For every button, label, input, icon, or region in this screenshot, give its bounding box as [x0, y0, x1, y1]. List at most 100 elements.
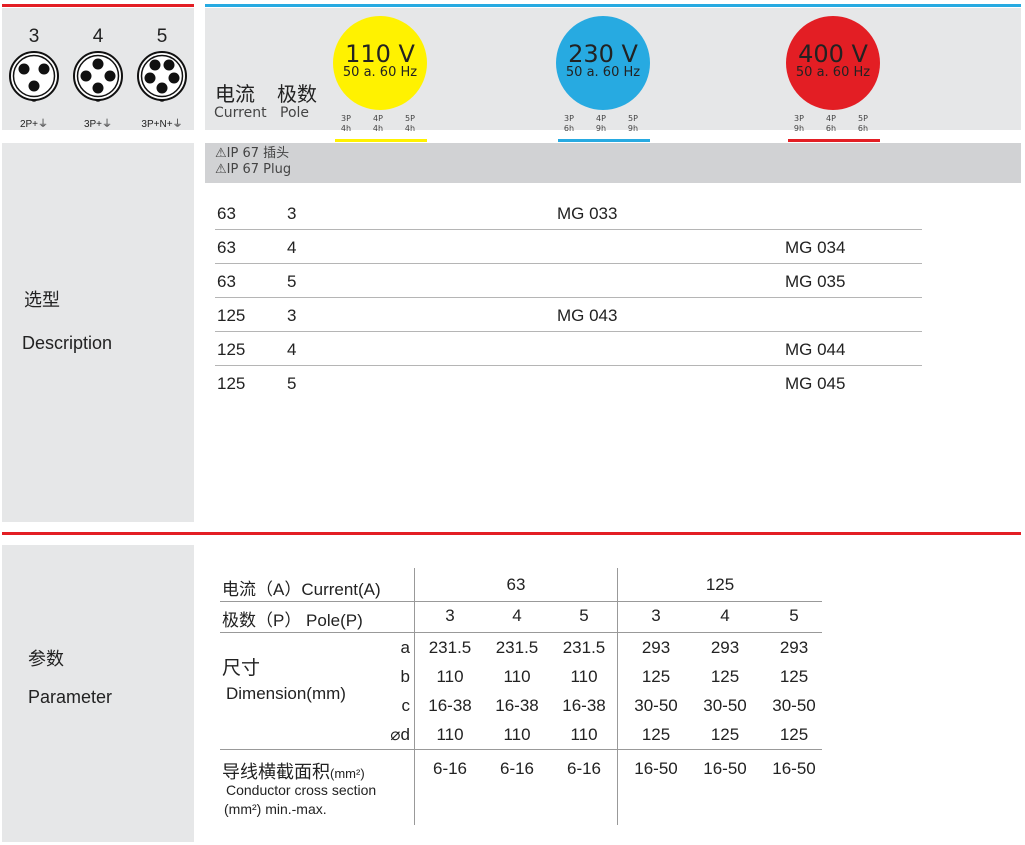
socket-face-icon — [132, 48, 192, 111]
dimension-value: 231.5 — [562, 638, 606, 657]
dimension-value: 16-38 — [562, 696, 606, 715]
ip67-banner: ⚠IP 67 插头 ⚠IP 67 Plug — [205, 143, 1021, 183]
conductor-value: 6-16 — [566, 759, 602, 778]
dimension-key: c — [401, 696, 411, 715]
pole-cell: 3 — [287, 204, 297, 223]
voltage-value: 400 V — [798, 40, 868, 68]
pole-hour-label: 5P 4h — [404, 114, 416, 133]
dimension-value: 110 — [503, 667, 531, 686]
voltage-color-bar — [335, 139, 427, 142]
pole-header: 4 — [512, 606, 522, 625]
table-row: 125 3 MG 043 — [215, 298, 922, 332]
socket-face-icon — [68, 48, 128, 111]
current-label-cn: 电流 — [215, 84, 255, 106]
pole-hour-label: 5P 6h — [857, 114, 869, 133]
dimension-value: 110 — [570, 725, 598, 744]
table-row: 63 4 MG 034 — [215, 230, 922, 264]
conductor-value: 16-50 — [634, 759, 678, 778]
dimension-value: 16-38 — [428, 696, 472, 715]
description-label-cn: 选型 — [24, 290, 60, 310]
dimension-value: 110 — [570, 667, 598, 686]
socket-number: 3 — [28, 26, 40, 47]
conductor-value: 6-16 — [432, 759, 468, 778]
pole-hour-label: 5P 9h — [627, 114, 639, 133]
pole-header: 3 — [651, 606, 661, 625]
dimension-value: 30-50 — [634, 696, 678, 715]
frequency-value: 50 a. 60 Hz — [565, 65, 641, 80]
pole-header: 5 — [789, 606, 799, 625]
model-400v-cell: MG 044 — [785, 340, 846, 359]
dimension-value: 125 — [710, 725, 740, 744]
pole-header: 5 — [579, 606, 589, 625]
current-row-label: 电流（A）Current(A) — [222, 580, 381, 599]
conductor-value: 16-50 — [772, 759, 816, 778]
current-63-header: 63 — [506, 575, 526, 594]
pole-hour-label: 3P 6h — [563, 114, 575, 133]
conductor-unit-en: (mm²) min.-max. — [224, 801, 327, 817]
current-125-header: 125 — [705, 575, 735, 594]
dimension-value: 125 — [779, 725, 809, 744]
model-400v-cell: MG 045 — [785, 374, 846, 393]
model-230v-cell: MG 043 — [557, 306, 618, 325]
current-cell: 125 — [217, 374, 246, 393]
pole-header: 3 — [445, 606, 455, 625]
pole-hour-label: 3P 9h — [793, 114, 805, 133]
pole-hour-label: 4P 4h — [372, 114, 384, 133]
voltage-badge-110v: 110 V 50 a. 60 Hz — [333, 16, 427, 110]
dimension-key: ⌀d — [390, 725, 410, 744]
current-cell: 125 — [217, 306, 246, 325]
current-cell: 63 — [217, 204, 236, 223]
pole-header: 4 — [720, 606, 730, 625]
voltage-color-bar — [558, 139, 650, 142]
warning-icon: ⚠ — [215, 146, 227, 161]
pole-hour-label: 4P 6h — [825, 114, 837, 133]
current-cell: 125 — [217, 340, 246, 359]
dimension-key: a — [400, 638, 410, 657]
current-label-en: Current — [214, 105, 267, 121]
table-row: 125 5 MG 045 — [215, 366, 922, 400]
conductor-label-en: Conductor cross section — [226, 782, 377, 798]
voltage-header: 电流 Current 极数 Pole 110 V 50 a. 60 Hz 3P 4h 4… — [205, 8, 1021, 133]
pole-cell: 4 — [287, 340, 297, 359]
socket-number: 4 — [92, 26, 104, 47]
dimension-value: 231.5 — [428, 638, 472, 657]
dimension-value: 125 — [641, 667, 671, 686]
conductor-label-cn: 导线横截面积(mm²) — [222, 762, 365, 782]
dimension-value: 125 — [779, 667, 809, 686]
socket-label: 2P+⏚ — [19, 119, 49, 130]
socket-5-pin: 5 3P+N+⏚ — [132, 26, 192, 130]
dimension-label-cn: 尺寸 — [222, 658, 261, 679]
model-230v-cell: MG 033 — [557, 204, 618, 223]
pole-label-en: Pole — [280, 105, 310, 121]
voltage-value: 110 V — [345, 40, 415, 68]
socket-face-icon — [4, 48, 64, 111]
voltage-color-bar — [788, 139, 880, 142]
frequency-value: 50 a. 60 Hz — [795, 65, 871, 80]
model-400v-cell: MG 034 — [785, 238, 846, 257]
current-cell: 63 — [217, 238, 236, 257]
pole-hour-label: 3P 4h — [340, 114, 352, 133]
model-400v-cell: MG 035 — [785, 272, 846, 291]
socket-label: 3P+N+⏚ — [141, 119, 183, 130]
parameter-panel: 参数 Parameter — [2, 545, 194, 842]
parameter-label-cn: 参数 — [28, 649, 64, 669]
description-panel: 选型 Description — [2, 143, 194, 522]
socket-panel: 3 2P+⏚ 4 3P+⏚ 5 3P+N+⏚ — [2, 8, 194, 130]
conductor-value: 16-50 — [703, 759, 747, 778]
section-red-line — [2, 532, 1021, 535]
frequency-value: 50 a. 60 Hz — [342, 65, 418, 80]
pole-cell: 4 — [287, 238, 297, 257]
description-label-en: Description — [22, 333, 113, 353]
dimension-label-en: Dimension(mm) — [226, 684, 346, 703]
dimension-value: 30-50 — [772, 696, 816, 715]
current-cell: 63 — [217, 272, 236, 291]
pole-label-cn: 极数 — [277, 84, 317, 106]
socket-3-pin: 3 2P+⏚ — [4, 26, 64, 130]
socket-4-pin: 4 3P+⏚ — [68, 26, 128, 130]
dimension-value: 125 — [710, 667, 740, 686]
dimension-value: 125 — [641, 725, 671, 744]
table-row: 125 4 MG 044 — [215, 332, 922, 366]
socket-number: 5 — [156, 26, 168, 47]
pole-row-label: 极数（P） Pole(P) — [222, 611, 363, 630]
top-blue-line — [205, 4, 1021, 7]
